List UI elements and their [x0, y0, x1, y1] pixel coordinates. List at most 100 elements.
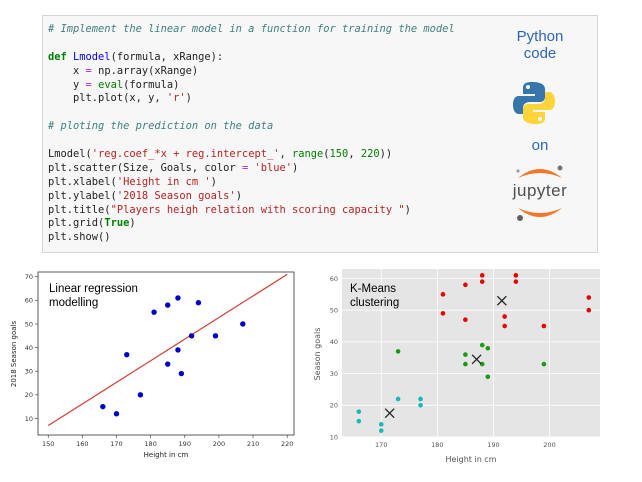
code-line [48, 134, 455, 148]
lr-x-tick-label: 200 [213, 440, 225, 448]
km-centroid-stroke [496, 295, 507, 306]
code-token: ( [323, 148, 330, 161]
km-point [463, 317, 468, 323]
lr-x-tick-label: 210 [247, 440, 259, 448]
code-line: plt.title("Players heigh relation with s… [48, 204, 455, 218]
km-centroid-marker [496, 295, 507, 306]
code-token: , [279, 148, 292, 161]
code-token: 220 [360, 148, 380, 161]
km-point [463, 282, 468, 288]
km-point [395, 396, 401, 402]
km-point [479, 273, 485, 278]
km-centroid-stroke [384, 408, 395, 419]
lr-point [113, 411, 120, 417]
km-point [378, 428, 384, 433]
km-y-tick-label: 30 [330, 370, 338, 378]
km-point [541, 361, 547, 367]
code-cell[interactable]: # Implement the linear model in a functi… [42, 15, 598, 253]
code-token: (formula) [123, 78, 180, 91]
lr-point [165, 302, 171, 308]
jupyter-moon-3 [517, 215, 523, 221]
code-token: ) [129, 217, 136, 230]
km-point [513, 279, 519, 284]
code-token: ) [185, 92, 192, 105]
code-token: Lmodel [73, 50, 111, 63]
lr-point [137, 392, 144, 398]
lr-point [175, 295, 181, 301]
on-label: on [531, 137, 549, 154]
lr-plot-area [37, 271, 295, 436]
code-token: ) [292, 161, 299, 174]
code-token: 150 [329, 148, 349, 161]
km-centroids [384, 295, 507, 419]
lr-xlabel: Height in cm [144, 451, 189, 459]
km-centroid-marker [384, 408, 395, 419]
km-point [485, 345, 491, 351]
code-line: plt.grid(True) [48, 217, 455, 231]
python-logo-blue-part [513, 82, 545, 114]
km-centroid-stroke [471, 354, 482, 365]
lr-x-tick-label: 160 [76, 440, 88, 448]
km-point [418, 403, 423, 408]
python-logo-icon [513, 82, 555, 124]
code-token: eval [98, 78, 124, 91]
code-token: = [85, 64, 92, 77]
lr-point [165, 361, 171, 367]
jupyter-logo-icon [516, 165, 563, 221]
lr-caption-line-2: modelling [49, 297, 98, 309]
lr-x-ticks: 150 160 170 180 190 200 210 220 [42, 435, 293, 448]
code-token: x [48, 64, 86, 77]
jupyter-label: jupyter [512, 181, 568, 200]
km-point [440, 311, 446, 316]
code-line [48, 37, 455, 51]
code-token: )) [379, 148, 393, 161]
code-line: plt.plot(x, y, 'r') [48, 92, 455, 106]
km-point [418, 396, 423, 402]
km-point [440, 292, 446, 297]
km-y-tick-label: 10 [330, 433, 338, 441]
km-xlabel: Height in cm [445, 455, 496, 464]
code-token: '2018 Season goals' [116, 189, 236, 202]
lr-point [175, 347, 181, 353]
python-logo-yellow-eye [538, 117, 542, 121]
km-points [356, 273, 592, 433]
lr-y-tick-label: 40 [25, 344, 33, 352]
km-caption-line-1: K-Means [350, 283, 396, 295]
lr-point [188, 333, 195, 339]
lr-point [212, 333, 219, 339]
lr-y-tick-label: 70 [25, 273, 33, 281]
code-token: plt.xlabel( [48, 175, 117, 188]
code-token: plt.plot(x, y, [48, 92, 167, 105]
code-token: "Players heigh relation with scoring cap… [110, 203, 405, 216]
km-point [356, 418, 362, 424]
km-point [586, 307, 592, 313]
lr-y-tick-label: 20 [25, 391, 33, 399]
km-point [378, 422, 384, 427]
code-token: ) [210, 175, 217, 188]
km-point [463, 361, 468, 367]
code-token: plt.show() [48, 231, 111, 244]
km-y-tick-label: 40 [330, 338, 338, 346]
lr-y-tick-label: 60 [25, 297, 33, 305]
code-token: plt.ylabel( [48, 189, 117, 202]
code-token: Lmodel( [48, 148, 92, 161]
km-y-tick-label: 60 [330, 275, 338, 283]
code-block: # Implement the linear model in a functi… [48, 23, 455, 245]
km-grid [342, 269, 600, 438]
code-line: # Implement the linear model in a functi… [48, 23, 455, 37]
km-point [479, 279, 485, 284]
km-point [541, 323, 547, 329]
km-x-tick-label: 190 [487, 441, 499, 449]
jupyter-moon-2 [516, 169, 520, 173]
code-line: plt.scatter(Size, Goals, color = 'blue') [48, 162, 455, 176]
code-token: # Implement the linear model in a functi… [48, 23, 455, 35]
code-token: plt.scatter(Size, Goals, color [48, 161, 242, 174]
code-token: y [48, 78, 86, 91]
lr-point [151, 309, 157, 315]
code-line: # ploting the prediction on the data [48, 120, 455, 134]
python-logo-blue-eye [526, 85, 530, 89]
code-token: # ploting the prediction on the data [48, 120, 274, 133]
km-point [502, 314, 507, 319]
code-line: Lmodel('reg.coef_*x + reg.intercept_', r… [48, 148, 455, 162]
python-logo-yellow-part [523, 92, 555, 124]
